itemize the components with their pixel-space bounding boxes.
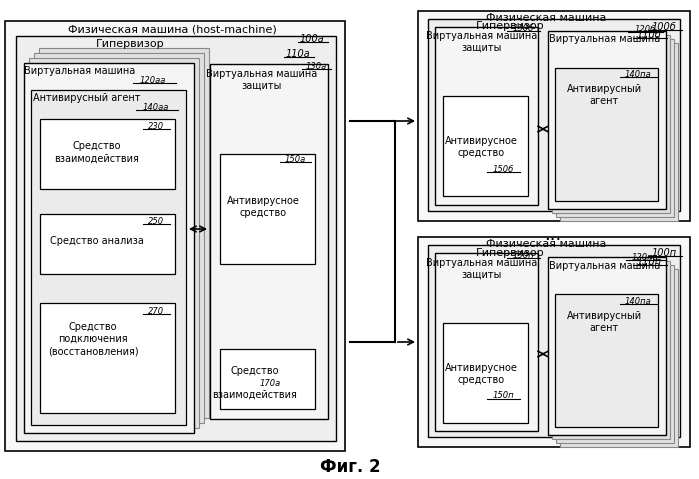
Text: 100a: 100a: [300, 34, 324, 44]
Text: Антивирусный агент: Антивирусный агент: [34, 93, 140, 103]
FancyBboxPatch shape: [24, 63, 194, 433]
FancyBboxPatch shape: [210, 64, 328, 419]
Text: Гипервизор: Гипервизор: [476, 248, 545, 258]
Text: Виртуальная машина: Виртуальная машина: [206, 69, 317, 79]
Text: средство: средство: [457, 148, 505, 158]
FancyBboxPatch shape: [39, 48, 209, 418]
Text: 230: 230: [148, 122, 164, 130]
FancyBboxPatch shape: [16, 36, 336, 441]
Text: Виртуальная машина: Виртуальная машина: [426, 258, 538, 268]
Text: 150б: 150б: [492, 164, 514, 173]
Text: Гипервизор: Гипервизор: [476, 21, 545, 31]
Text: Средство анализа: Средство анализа: [50, 236, 144, 246]
FancyBboxPatch shape: [220, 154, 315, 264]
FancyBboxPatch shape: [29, 58, 199, 428]
FancyBboxPatch shape: [31, 90, 186, 425]
Text: Физическая машина: Физическая машина: [486, 239, 606, 249]
FancyBboxPatch shape: [556, 39, 674, 217]
FancyBboxPatch shape: [443, 96, 528, 196]
Text: 170a: 170a: [259, 378, 280, 388]
FancyBboxPatch shape: [552, 261, 670, 439]
Text: 120б: 120б: [635, 24, 656, 34]
Text: 140па: 140па: [625, 297, 651, 306]
Text: Антивирусное: Антивирусное: [445, 136, 517, 146]
FancyBboxPatch shape: [40, 214, 175, 274]
Text: 120aa: 120aa: [140, 76, 166, 84]
FancyBboxPatch shape: [5, 21, 345, 451]
FancyBboxPatch shape: [435, 253, 538, 431]
FancyBboxPatch shape: [556, 265, 674, 443]
Text: защиты: защиты: [462, 270, 502, 280]
Text: Антивирусное: Антивирусное: [445, 363, 517, 373]
Text: Виртуальная машина: Виртуальная машина: [24, 66, 136, 76]
Text: ...: ...: [545, 226, 561, 244]
Text: агент: агент: [589, 323, 619, 333]
Text: (восстановления): (восстановления): [48, 346, 138, 356]
Text: 140aa: 140aa: [143, 103, 169, 112]
FancyBboxPatch shape: [428, 19, 680, 211]
Text: Средство: Средство: [69, 322, 117, 332]
Text: Антивирусное: Антивирусное: [226, 196, 299, 206]
Text: 110п: 110п: [636, 257, 661, 267]
FancyBboxPatch shape: [40, 119, 175, 189]
Text: Физическая машина: Физическая машина: [486, 13, 606, 23]
Text: Средство: Средство: [73, 141, 121, 151]
Text: 250: 250: [148, 217, 164, 226]
Text: 140па: 140па: [625, 69, 651, 79]
Text: 110a: 110a: [286, 49, 310, 59]
Text: средство: средство: [457, 375, 505, 385]
FancyBboxPatch shape: [428, 245, 680, 437]
Text: взаимодействия: взаимодействия: [212, 390, 298, 400]
FancyBboxPatch shape: [40, 303, 175, 413]
Text: 150a: 150a: [284, 155, 305, 163]
Text: 120па: 120па: [632, 252, 658, 262]
Text: Антивирусный: Антивирусный: [566, 311, 642, 321]
Text: 130п: 130п: [512, 251, 534, 260]
Text: Виртуальная машина: Виртуальная машина: [549, 261, 661, 271]
Text: агент: агент: [589, 96, 619, 106]
Text: 150п: 150п: [492, 391, 514, 400]
Text: Гипервизор: Гипервизор: [96, 39, 164, 49]
FancyBboxPatch shape: [555, 68, 658, 201]
FancyBboxPatch shape: [435, 27, 538, 205]
FancyBboxPatch shape: [34, 53, 204, 423]
FancyBboxPatch shape: [555, 294, 658, 427]
FancyBboxPatch shape: [548, 31, 666, 209]
Text: Физическая машина (host-machine): Физическая машина (host-machine): [68, 24, 276, 34]
Text: подключения: подключения: [58, 334, 128, 344]
Text: Антивирусный: Антивирусный: [566, 84, 642, 94]
Text: 270: 270: [148, 307, 164, 316]
FancyBboxPatch shape: [418, 11, 690, 221]
Text: Средство: Средство: [231, 366, 279, 376]
Text: 100б: 100б: [651, 22, 677, 32]
Text: 110б: 110б: [637, 30, 661, 40]
FancyBboxPatch shape: [552, 35, 670, 213]
Text: 130б: 130б: [512, 23, 533, 33]
FancyBboxPatch shape: [560, 269, 678, 447]
Text: средство: средство: [240, 208, 287, 218]
FancyBboxPatch shape: [220, 349, 315, 409]
Text: 100п: 100п: [651, 248, 677, 258]
FancyBboxPatch shape: [548, 257, 666, 435]
FancyBboxPatch shape: [560, 43, 678, 221]
Text: 130a: 130a: [305, 61, 326, 70]
Text: Виртуальная машина: Виртуальная машина: [426, 31, 538, 41]
FancyBboxPatch shape: [418, 237, 690, 447]
Text: взаимодействия: взаимодействия: [55, 154, 139, 164]
FancyBboxPatch shape: [443, 323, 528, 423]
Text: Виртуальная машина: Виртуальная машина: [549, 34, 661, 44]
Text: защиты: защиты: [462, 43, 502, 53]
Text: защиты: защиты: [242, 81, 282, 91]
Text: Фиг. 2: Фиг. 2: [319, 458, 380, 476]
